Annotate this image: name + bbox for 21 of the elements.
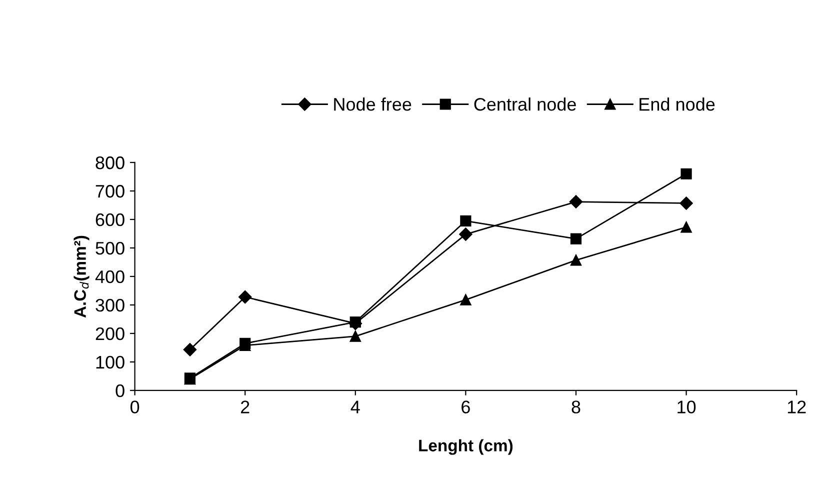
legend-label: Central node bbox=[474, 97, 576, 111]
legend-label: End node bbox=[640, 97, 715, 111]
y-tick-label: 800 bbox=[96, 156, 124, 170]
y-tick-label: 200 bbox=[96, 327, 124, 340]
y-axis-title: A.C$_{d}$(mm²) bbox=[74, 236, 90, 318]
x-tick-label: 2 bbox=[240, 400, 250, 414]
x-tick-label: 12 bbox=[788, 400, 806, 414]
x-tick-label: 8 bbox=[572, 400, 580, 414]
x-tick-label: 10 bbox=[678, 400, 696, 414]
y-tick-label: 600 bbox=[96, 213, 124, 226]
x-axis-title: Lenght (cm) bbox=[419, 439, 513, 455]
x-tick-label: 4 bbox=[350, 400, 360, 414]
y-tick-label: 0 bbox=[116, 384, 124, 398]
y-tick-label: 300 bbox=[96, 298, 124, 312]
y-tick-label: 400 bbox=[95, 270, 124, 284]
y-tick-label: 700 bbox=[96, 184, 124, 198]
x-tick-label: 0 bbox=[130, 400, 140, 414]
legend-label: Node free bbox=[334, 97, 412, 111]
y-tick-label: 500 bbox=[96, 242, 124, 255]
x-tick-label: 6 bbox=[462, 400, 470, 414]
y-tick-label: 100 bbox=[96, 356, 124, 369]
